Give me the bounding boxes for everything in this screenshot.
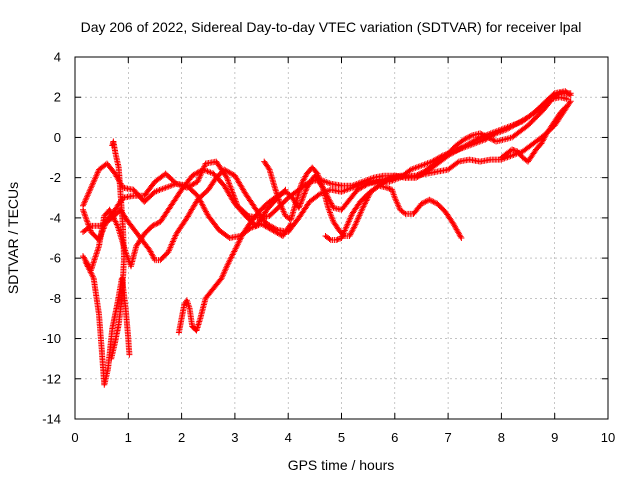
series-markers [80, 166, 289, 274]
y-tick-label: 2 [54, 90, 61, 105]
x-tick-label: 10 [601, 430, 615, 445]
x-axis-label: GPS time / hours [288, 457, 395, 473]
series-markers [498, 104, 569, 165]
x-tick-label: 7 [444, 430, 451, 445]
series-track-10 [498, 104, 569, 165]
y-tick-label: -8 [49, 291, 61, 306]
series-track-4 [80, 166, 289, 274]
x-tick-label: 9 [551, 430, 558, 445]
series-track-6 [108, 138, 127, 362]
y-axis-label: SDTVAR / TECUs [5, 182, 21, 294]
x-tick-label: 3 [231, 430, 238, 445]
series-track-9 [322, 94, 571, 243]
x-tick-label: 2 [178, 430, 185, 445]
y-tick-label: -10 [42, 331, 61, 346]
ticks: 0 1 2 3 4 5 6 7 8 9 10 4 2 0 -2 -4 -6 -8 -10 -12 -14 [42, 50, 615, 446]
chart-title: Day 206 of 2022, Sidereal Day-to-day VTE… [81, 19, 582, 35]
x-tick-label: 1 [125, 430, 132, 445]
x-tick-label: 6 [391, 430, 398, 445]
x-tick-label: 4 [285, 430, 292, 445]
y-tick-label: 4 [54, 50, 61, 65]
x-tick-label: 5 [338, 430, 345, 445]
x-tick-label: 0 [71, 430, 78, 445]
series-markers [322, 94, 571, 243]
y-tick-label: -2 [49, 170, 61, 185]
y-tick-label: -12 [42, 371, 61, 386]
y-tick-label: -6 [49, 251, 61, 266]
x-tick-label: 8 [498, 430, 505, 445]
data-layer [80, 88, 574, 388]
series-markers [108, 138, 127, 362]
y-tick-label: 0 [54, 130, 61, 145]
y-tick-label: -4 [49, 210, 61, 225]
y-tick-label: -14 [42, 412, 61, 427]
